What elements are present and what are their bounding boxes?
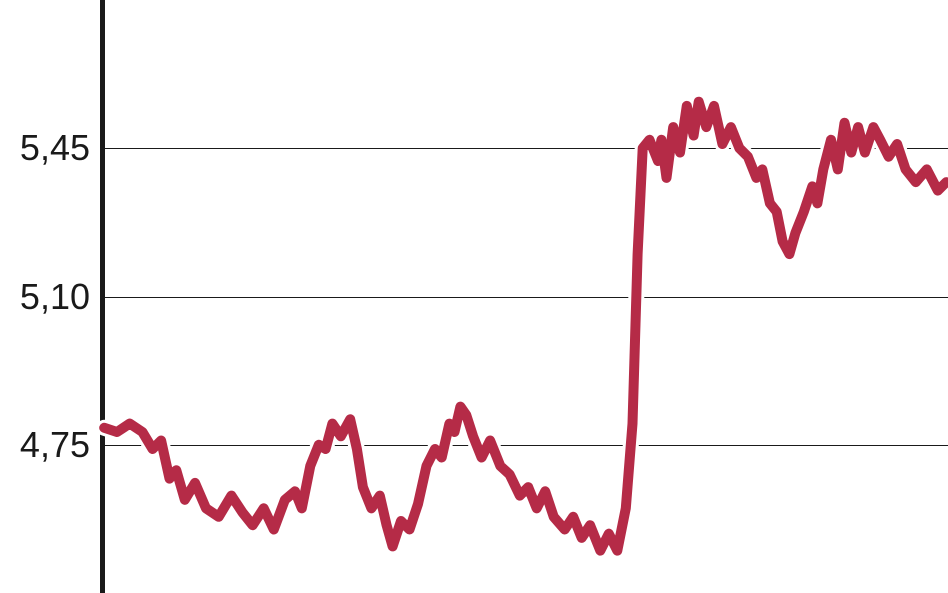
line-chart: 4,75 5,10 5,45: [0, 0, 948, 593]
y-tick-label: 5,10: [20, 276, 90, 318]
y-tick-label: 4,75: [20, 424, 90, 466]
chart-svg: [100, 0, 948, 593]
plot-area: [100, 0, 948, 593]
series-line: [104, 102, 946, 551]
y-tick-label: 5,45: [20, 127, 90, 169]
